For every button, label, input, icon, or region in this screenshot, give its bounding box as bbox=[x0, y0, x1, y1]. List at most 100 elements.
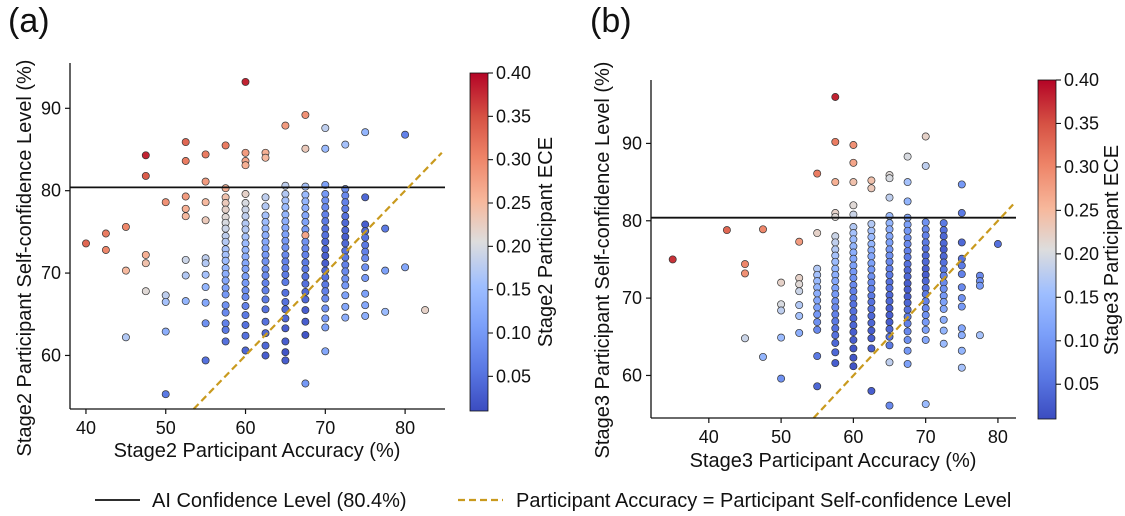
scatter-point bbox=[261, 237, 270, 246]
panel-a-diagonal-line bbox=[192, 152, 443, 410]
scatter-point bbox=[939, 315, 948, 324]
scatter-point bbox=[301, 279, 310, 288]
scatter-point bbox=[813, 303, 822, 312]
scatter-point bbox=[867, 304, 876, 313]
colorbar-tick-label: 0.40 bbox=[496, 63, 531, 83]
scatter-point bbox=[795, 280, 804, 289]
scatter-point bbox=[261, 244, 270, 253]
panel-b-colorbar-label: Stage3 Participant ECE bbox=[1101, 145, 1123, 355]
scatter-point bbox=[939, 298, 948, 306]
scatter-point bbox=[903, 240, 912, 248]
panel-a-points bbox=[82, 77, 430, 399]
colorbar-tick-label: 0.30 bbox=[1064, 157, 1099, 177]
scatter-point bbox=[361, 289, 370, 298]
scatter-point bbox=[813, 325, 822, 334]
scatter-point bbox=[361, 301, 370, 310]
scatter-point bbox=[281, 297, 290, 306]
scatter-point bbox=[281, 288, 290, 297]
scatter-point bbox=[401, 263, 410, 272]
scatter-point bbox=[181, 297, 190, 306]
scatter-point bbox=[939, 245, 948, 254]
scatter-point bbox=[885, 270, 894, 279]
scatter-point bbox=[831, 339, 840, 347]
scatter-point bbox=[161, 297, 170, 306]
scatter-point bbox=[341, 185, 350, 193]
scatter-point bbox=[261, 286, 270, 295]
scatter-point bbox=[939, 326, 948, 335]
scatter-point bbox=[121, 266, 130, 275]
panel-b: (b) 40 50 60 70 80 60 70 80 90 Stage3 Participa… bbox=[590, 2, 1123, 472]
scatter-point bbox=[341, 260, 350, 269]
scatter-point bbox=[321, 287, 330, 296]
scatter-point bbox=[921, 244, 930, 253]
scatter-point bbox=[321, 314, 330, 323]
scatter-point bbox=[301, 258, 310, 267]
scatter-point bbox=[141, 171, 150, 180]
scatter-point bbox=[939, 219, 948, 228]
scatter-point bbox=[341, 191, 350, 200]
scatter-point bbox=[321, 251, 330, 260]
scatter-point bbox=[141, 151, 150, 160]
scatter-point bbox=[381, 224, 390, 233]
scatter-point bbox=[921, 400, 930, 409]
scatter-point bbox=[813, 229, 822, 238]
scatter-point bbox=[903, 226, 912, 235]
scatter-point bbox=[849, 254, 858, 263]
colorbar-tick-label: 0.05 bbox=[496, 366, 531, 386]
scatter-point bbox=[281, 348, 290, 357]
scatter-point bbox=[668, 255, 677, 264]
scatter-point bbox=[361, 247, 370, 256]
scatter-point bbox=[301, 237, 310, 246]
scatter-point bbox=[957, 209, 966, 217]
scatter-point bbox=[341, 232, 350, 241]
scatter-point bbox=[261, 257, 270, 266]
scatter-point bbox=[867, 265, 876, 274]
scatter-point bbox=[795, 237, 804, 246]
scatter-point bbox=[241, 232, 250, 241]
scatter-point bbox=[201, 177, 210, 186]
scatter-point bbox=[221, 319, 230, 328]
scatter-point bbox=[849, 321, 858, 330]
scatter-point bbox=[831, 303, 840, 312]
scatter-point bbox=[301, 265, 310, 273]
scatter-point bbox=[885, 257, 894, 266]
scatter-point bbox=[361, 274, 370, 282]
scatter-point bbox=[321, 144, 330, 153]
scatter-point bbox=[241, 239, 250, 248]
scatter-point bbox=[849, 328, 858, 337]
scatter-point bbox=[341, 313, 350, 322]
y-tick-label: 80 bbox=[622, 211, 642, 231]
scatter-point bbox=[221, 308, 230, 317]
scatter-point bbox=[261, 341, 270, 350]
scatter-point bbox=[261, 202, 270, 211]
scatter-point bbox=[741, 269, 749, 278]
scatter-point bbox=[831, 331, 840, 340]
x-tick-label: 70 bbox=[916, 427, 936, 447]
panel-b-x-ticks: 40 50 60 70 80 bbox=[699, 418, 1008, 447]
scatter-point bbox=[281, 223, 290, 232]
scatter-point bbox=[831, 359, 840, 368]
scatter-point bbox=[321, 196, 330, 205]
scatter-point bbox=[261, 279, 270, 287]
y-tick-label: 60 bbox=[622, 365, 642, 385]
scatter-point bbox=[321, 323, 330, 332]
scatter-point bbox=[401, 130, 410, 139]
scatter-point bbox=[201, 319, 210, 328]
scatter-point bbox=[101, 246, 110, 254]
scatter-point bbox=[341, 140, 350, 149]
scatter-point bbox=[241, 205, 250, 214]
scatter-point bbox=[281, 203, 290, 212]
scatter-point bbox=[795, 287, 804, 296]
scatter-point bbox=[849, 314, 858, 323]
scatter-point bbox=[181, 138, 190, 147]
scatter-point bbox=[201, 198, 210, 207]
scatter-point bbox=[885, 174, 894, 183]
scatter-point bbox=[301, 197, 310, 206]
scatter-point bbox=[921, 335, 930, 344]
scatter-point bbox=[813, 310, 822, 319]
scatter-point bbox=[867, 386, 876, 395]
scatter-point bbox=[261, 351, 270, 360]
scatter-point bbox=[281, 270, 290, 279]
scatter-point bbox=[301, 211, 310, 220]
scatter-point bbox=[361, 311, 370, 320]
